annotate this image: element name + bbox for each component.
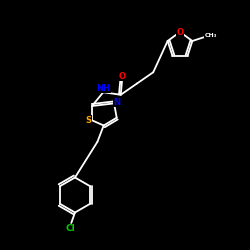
Text: O: O — [176, 28, 184, 36]
Text: O: O — [118, 72, 126, 81]
Text: NH: NH — [96, 84, 110, 93]
Text: N: N — [113, 98, 120, 107]
Text: S: S — [85, 116, 91, 125]
Text: Cl: Cl — [66, 224, 76, 233]
Text: CH₃: CH₃ — [205, 33, 217, 38]
